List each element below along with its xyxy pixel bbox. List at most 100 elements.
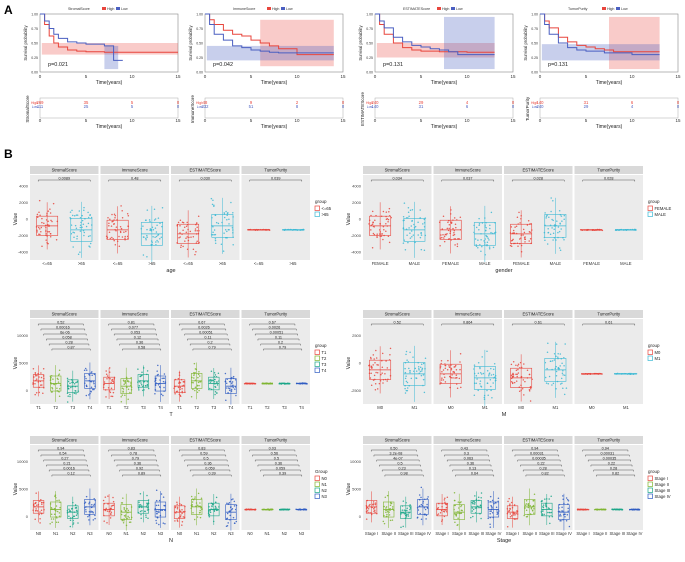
data-point — [387, 235, 390, 237]
data-point — [120, 400, 123, 403]
data-point — [72, 231, 74, 234]
data-point — [490, 231, 492, 234]
data-point — [52, 202, 55, 205]
risk-value-low: 6 — [466, 104, 469, 109]
pvalue-bracket — [48, 469, 90, 472]
data-point — [234, 388, 236, 390]
pvalue-label: 0.79 — [132, 456, 139, 460]
data-point — [563, 393, 566, 396]
pvalue-label: 0.43 — [461, 446, 468, 450]
data-point — [192, 388, 194, 391]
data-point — [107, 503, 109, 505]
data-point — [232, 384, 234, 386]
data-point — [551, 360, 554, 362]
data-point — [552, 200, 554, 202]
risk-xtick: 15 — [175, 118, 181, 123]
box-legend-label: Stage III — [655, 488, 671, 493]
data-point — [370, 357, 372, 360]
data-point — [557, 231, 559, 234]
data-point — [533, 508, 535, 510]
box-xtick: FEMALE — [513, 261, 530, 266]
risk-xtick: 15 — [675, 118, 681, 123]
data-point — [55, 505, 58, 507]
pvalue-bracket — [593, 469, 634, 472]
data-point — [114, 217, 116, 219]
data-point — [547, 511, 549, 514]
data-point — [146, 383, 149, 386]
data-point — [209, 511, 212, 514]
pvalue-label: 0.79 — [279, 345, 286, 349]
pvalue-bracket — [512, 449, 558, 452]
data-point — [389, 507, 391, 510]
data-point — [180, 503, 183, 506]
data-point — [440, 379, 443, 381]
data-point — [157, 384, 160, 386]
data-point — [37, 381, 40, 383]
facet-strip — [433, 166, 502, 174]
data-point — [419, 370, 422, 373]
data-point — [473, 503, 476, 505]
data-point — [566, 498, 569, 501]
data-point — [176, 501, 178, 504]
facet-title: ImmuneScore — [455, 312, 482, 317]
risk-value-low: 0 — [677, 104, 680, 109]
data-point — [199, 509, 201, 512]
data-point — [47, 231, 49, 233]
box-xlabel: M — [502, 412, 507, 418]
data-point — [446, 496, 449, 499]
data-point — [477, 505, 479, 507]
data-point — [36, 213, 39, 216]
data-point — [184, 240, 186, 242]
data-point — [478, 222, 481, 225]
box-legend-swatch — [647, 493, 653, 499]
pvalue-bracket — [38, 449, 84, 452]
data-point — [71, 381, 73, 384]
data-point — [51, 386, 53, 389]
data-point — [487, 237, 489, 239]
data-point — [492, 246, 495, 249]
data-point — [128, 517, 130, 519]
data-point — [79, 251, 81, 253]
data-point — [412, 234, 415, 236]
pvalue-label: 0.67 — [269, 320, 276, 324]
data-point — [421, 370, 423, 372]
facet-plot-area — [363, 319, 432, 404]
risk-value-high: 9 — [250, 100, 253, 105]
data-point — [40, 226, 43, 229]
risk-value-low: 5 — [131, 104, 134, 109]
data-point — [160, 236, 163, 238]
data-point — [495, 506, 498, 509]
pvalue-label: 0.28 — [539, 466, 546, 470]
data-point — [372, 364, 374, 366]
data-point — [373, 233, 376, 236]
data-point — [454, 377, 456, 379]
data-point — [85, 508, 87, 511]
data-point — [488, 248, 491, 250]
facet-strip — [171, 310, 240, 318]
data-point — [487, 394, 489, 396]
data-point — [193, 518, 196, 521]
box-legend-label: Stage IV — [655, 494, 671, 499]
data-point — [77, 522, 79, 524]
data-point — [516, 373, 518, 376]
data-point — [550, 360, 552, 363]
data-point — [446, 232, 448, 235]
data-point — [91, 503, 93, 506]
data-point — [183, 381, 185, 383]
box-legend-label: Stage II — [655, 482, 669, 487]
pvalue-bracket — [38, 323, 84, 326]
pvalue-label: 0.27 — [61, 456, 68, 460]
data-point — [371, 223, 374, 226]
data-point — [477, 372, 480, 375]
data-point — [490, 374, 493, 376]
data-point — [547, 342, 549, 344]
risk-xlabel: Time(years) — [596, 124, 623, 130]
data-point — [419, 512, 421, 515]
pvalue-bracket — [189, 343, 231, 346]
data-point — [85, 511, 87, 513]
risk-value-high: 2 — [296, 100, 299, 105]
data-point — [489, 224, 491, 226]
data-point — [509, 244, 512, 247]
risk-xtick: 0 — [204, 118, 207, 123]
